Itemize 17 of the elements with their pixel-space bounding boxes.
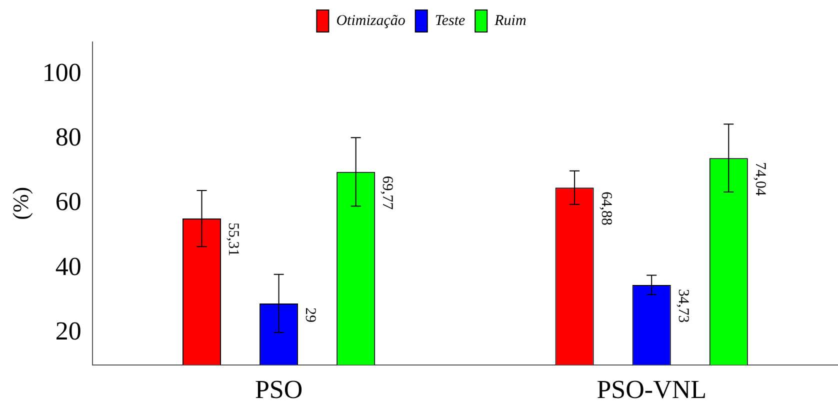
x-tick-label: PSO [254, 375, 303, 404]
y-tick-label: 40 [55, 252, 82, 281]
y-tick-label: 20 [55, 316, 82, 346]
legend-label: Ruim [494, 12, 526, 29]
data-label: 69,77 [379, 176, 396, 210]
data-label: 64,88 [598, 192, 614, 226]
data-label: 55,31 [225, 222, 242, 256]
y-tick-label: 80 [55, 122, 82, 152]
y-tick-label: 100 [42, 58, 82, 88]
data-label: 34,73 [674, 288, 691, 323]
legend-label: Teste [434, 12, 466, 29]
x-tick-label: PSO-VNL [596, 375, 706, 404]
y-axis-title: (%) [8, 186, 33, 220]
data-label: 74,04 [752, 162, 768, 196]
data-label: 29 [302, 307, 318, 322]
y-tick-label: 60 [55, 187, 82, 216]
legend-label: Otimização [336, 12, 406, 29]
